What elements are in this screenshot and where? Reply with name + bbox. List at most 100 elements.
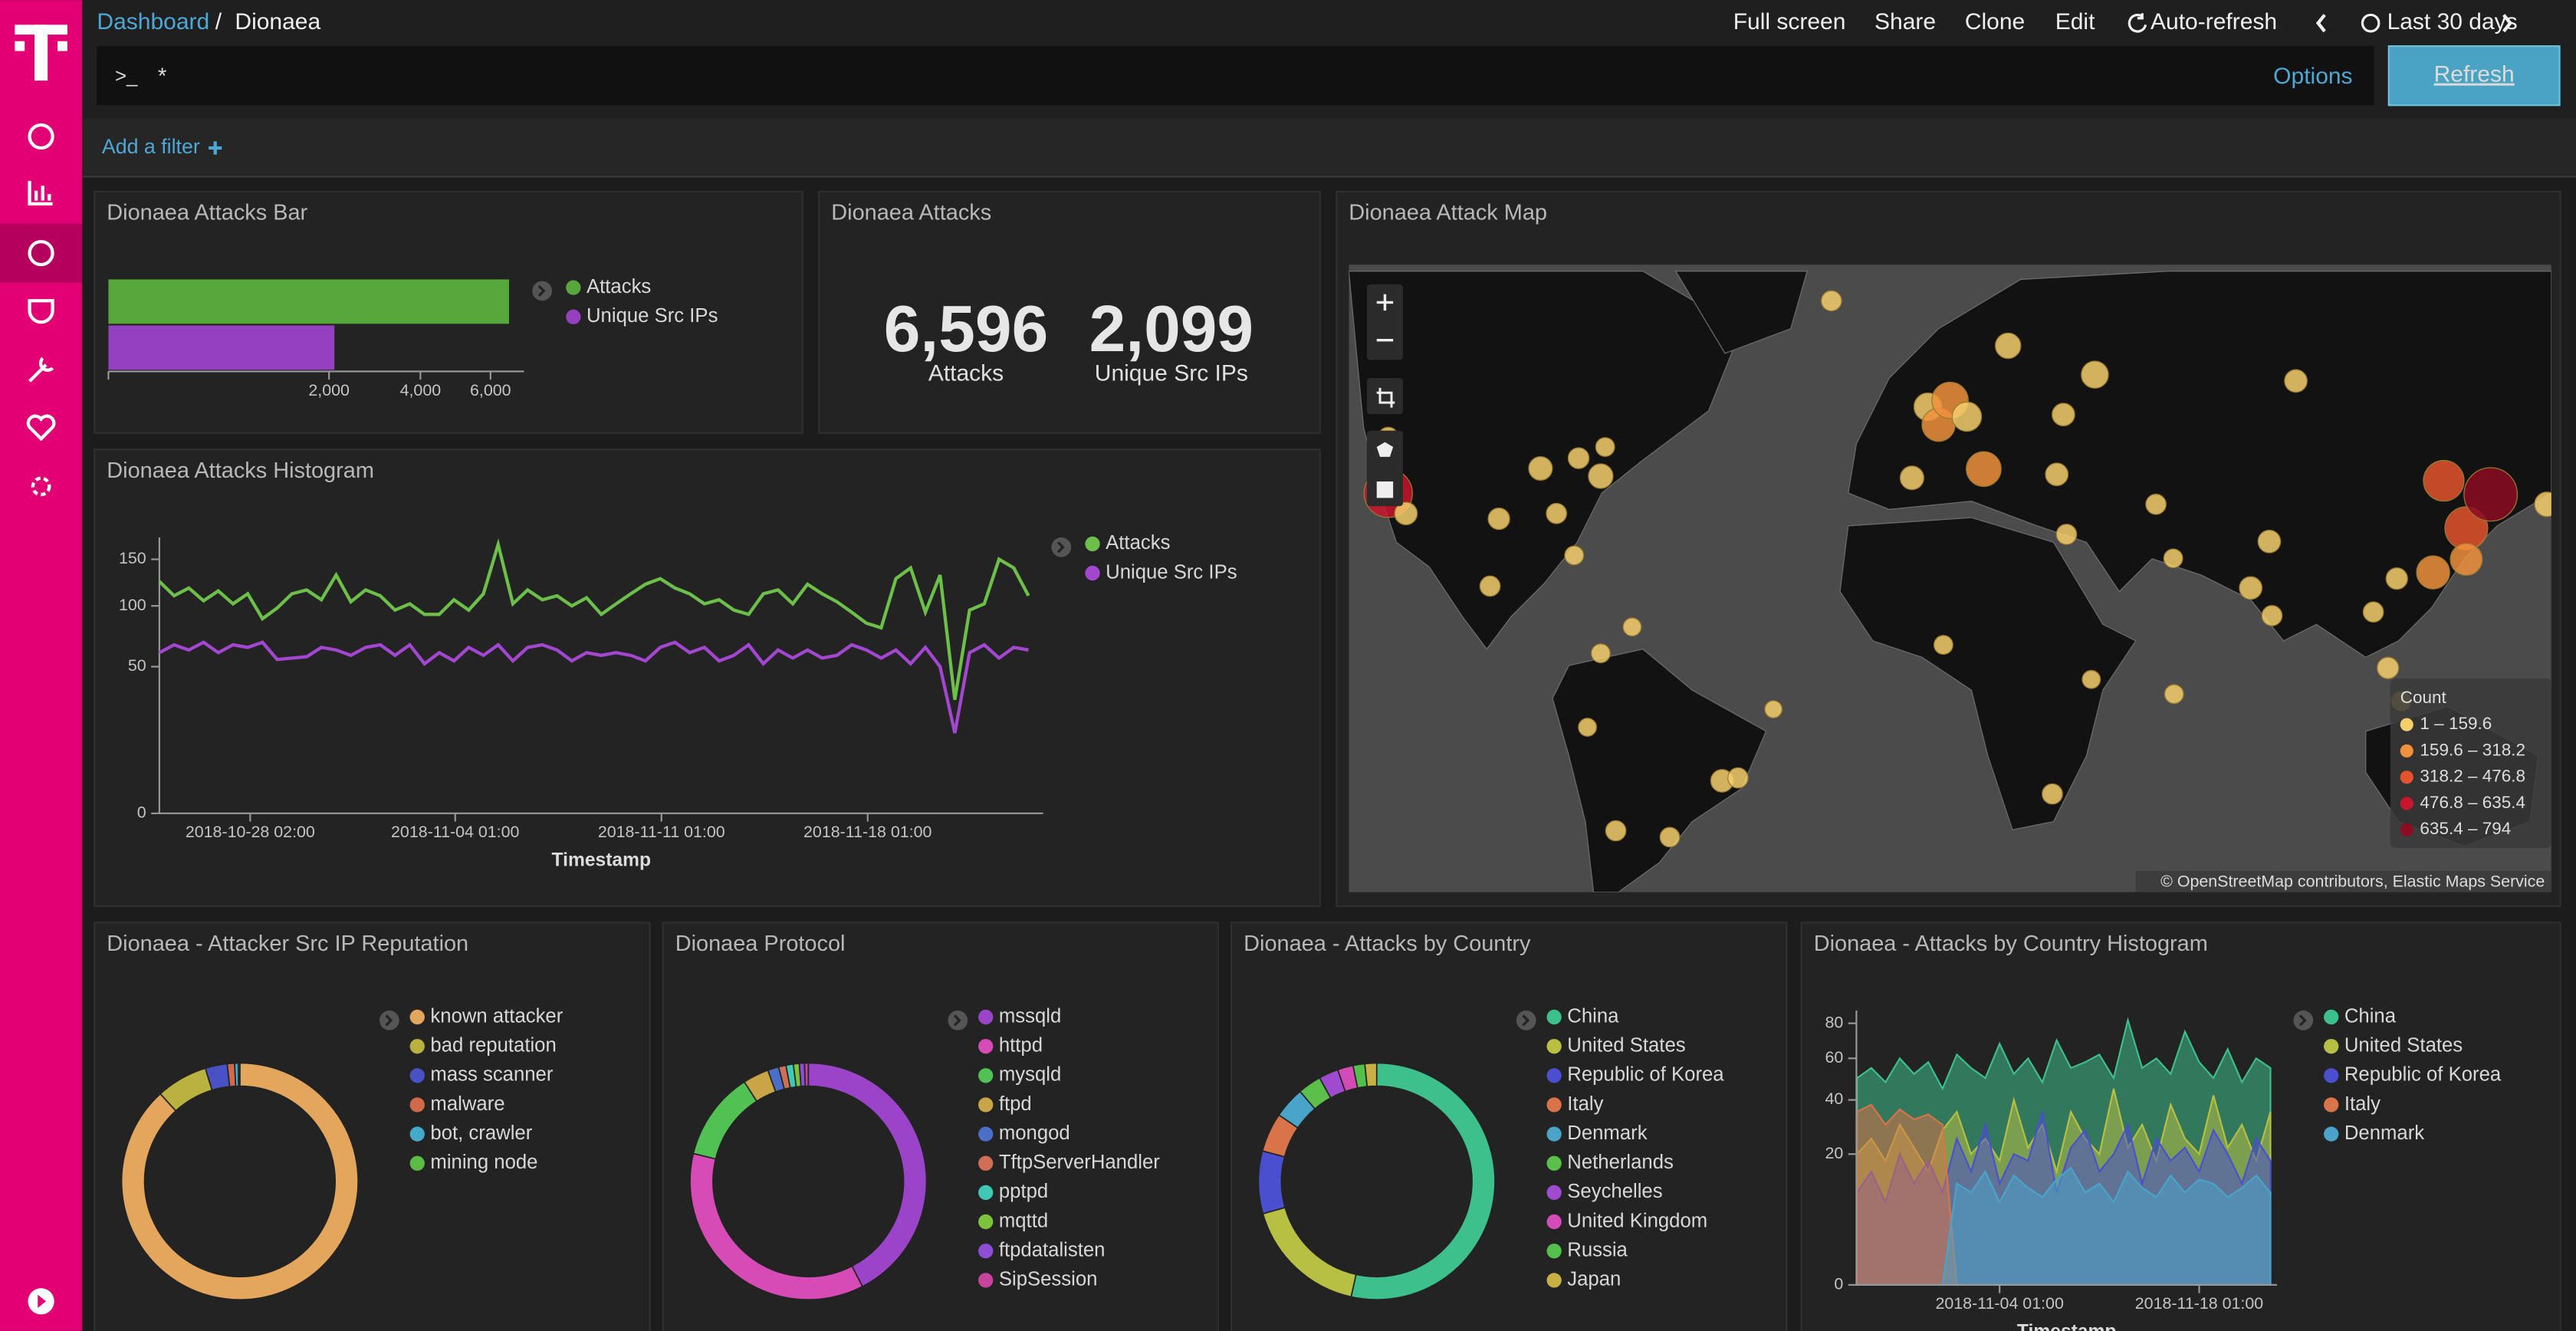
legend-label[interactable]: United States xyxy=(1567,1035,1685,1057)
legend-label[interactable]: Italy xyxy=(2344,1093,2380,1115)
legend-label: 476.8 – 635.4 xyxy=(2420,793,2525,812)
legend-label[interactable]: ftpd xyxy=(999,1093,1032,1115)
map-point xyxy=(2377,656,2400,679)
map-point xyxy=(2045,462,2069,487)
legend-label[interactable]: pptpd xyxy=(999,1181,1048,1202)
next-period[interactable] xyxy=(2502,14,2513,33)
legend-label[interactable]: mysqld xyxy=(999,1064,1061,1086)
x-tick-label: 2,000 xyxy=(308,381,350,399)
legend-label[interactable]: bad reputation xyxy=(430,1035,556,1057)
legend-dot xyxy=(978,1009,994,1025)
legend-label[interactable]: China xyxy=(1567,1005,1619,1027)
legend-label[interactable]: Russia xyxy=(1567,1240,1628,1261)
query-text[interactable]: * xyxy=(158,64,167,89)
legend-label[interactable]: China xyxy=(2344,1005,2397,1027)
draw-tools[interactable] xyxy=(1366,430,1403,507)
panel-title: Dionaea - Attacks by Country Histogram xyxy=(1814,932,2208,956)
map-point xyxy=(1727,767,1749,789)
attribution-bg xyxy=(2135,870,2551,892)
breadcrumb-link[interactable]: Dashboard xyxy=(97,9,209,35)
menu-item[interactable]: Edit xyxy=(2055,9,2095,35)
legend-label[interactable]: SipSession xyxy=(999,1269,1098,1290)
legend-dot xyxy=(2400,771,2413,784)
legend-dot xyxy=(566,280,581,295)
x-tick-label: 2018-11-04 01:00 xyxy=(391,823,520,841)
add-filter[interactable]: Add a filter xyxy=(102,135,200,158)
legend-label[interactable]: Republic of Korea xyxy=(1567,1064,1724,1086)
legend-label[interactable]: bot, crawler xyxy=(430,1122,532,1144)
legend-label[interactable]: Japan xyxy=(1567,1269,1621,1290)
pie-slice xyxy=(1364,1062,1378,1088)
legend-label[interactable]: mass scanner xyxy=(430,1064,553,1086)
nav-discover[interactable] xyxy=(28,123,54,150)
pie-slice xyxy=(1257,1150,1286,1215)
legend-label[interactable]: TftpServerHandler xyxy=(999,1152,1160,1173)
legend-label[interactable]: malware xyxy=(430,1093,504,1115)
legend-label[interactable]: Unique Src IPs xyxy=(586,305,718,327)
legend-label[interactable]: United Kingdom xyxy=(1567,1210,1707,1231)
map-point xyxy=(1479,575,1501,597)
legend-label[interactable]: mssqld xyxy=(999,1005,1061,1027)
map-point xyxy=(1564,545,1585,566)
filter-bar xyxy=(82,118,2576,176)
menu-item[interactable]: Auto-refresh xyxy=(2150,9,2277,35)
menu-item[interactable]: Full screen xyxy=(1733,9,1846,35)
nav-dashboard[interactable] xyxy=(28,239,54,267)
legend-label[interactable]: mongod xyxy=(999,1122,1070,1144)
legend-label[interactable]: mqttd xyxy=(999,1210,1048,1231)
panel-title: Dionaea Attack Map xyxy=(1349,200,1547,225)
legend-label[interactable]: ftpdatalisten xyxy=(999,1240,1106,1261)
legend-label[interactable]: Republic of Korea xyxy=(2344,1064,2502,1086)
nav-monitoring[interactable] xyxy=(26,414,56,442)
add-filter-icon xyxy=(209,141,222,155)
map-point xyxy=(2463,467,2518,522)
map[interactable] xyxy=(1349,265,2576,892)
zoom-control[interactable] xyxy=(1366,284,1403,360)
map-point xyxy=(2362,601,2384,623)
legend-label[interactable]: Seychelles xyxy=(1567,1181,1662,1202)
legend-label[interactable]: known attacker xyxy=(430,1005,563,1027)
map-point xyxy=(1588,463,1614,489)
legend-label: 318.2 – 476.8 xyxy=(2420,767,2525,786)
nav-visualize[interactable] xyxy=(28,180,53,205)
legend-label[interactable]: httpd xyxy=(999,1035,1043,1057)
legend-label[interactable]: Attacks xyxy=(1106,532,1170,554)
nav-timelion[interactable] xyxy=(28,299,54,324)
legend-label[interactable]: Netherlands xyxy=(1567,1152,1674,1173)
legend-label: 1 – 159.6 xyxy=(2420,714,2492,733)
y-tick-label: 60 xyxy=(1825,1048,1843,1066)
nav-devtools[interactable] xyxy=(28,357,54,383)
query-bar[interactable] xyxy=(97,46,2374,106)
map-point xyxy=(1659,827,1681,848)
nav-management[interactable] xyxy=(31,476,51,497)
refresh-label[interactable]: Refresh xyxy=(2434,62,2515,87)
legend-dot xyxy=(1546,1126,1562,1142)
logo[interactable] xyxy=(15,25,67,81)
menu-item[interactable]: Clone xyxy=(1965,9,2025,35)
menu-item[interactable]: Last 30 days xyxy=(2387,9,2518,35)
legend-dot xyxy=(978,1068,994,1083)
legend-dot xyxy=(1546,1244,1562,1259)
nav-selected xyxy=(0,223,83,283)
legend-label[interactable]: Attacks xyxy=(586,276,651,297)
prev-period[interactable] xyxy=(2315,14,2326,33)
legend-label[interactable]: mining node xyxy=(430,1152,537,1173)
refresh-button[interactable] xyxy=(2387,45,2561,107)
legend-label[interactable]: United States xyxy=(2344,1035,2463,1057)
refresh-icon xyxy=(2128,13,2147,33)
y-tick-label: 40 xyxy=(1825,1089,1843,1108)
map-point xyxy=(1994,332,2022,360)
map-point xyxy=(2055,524,2078,545)
bar xyxy=(108,325,335,370)
legend-label[interactable]: Denmark xyxy=(2344,1122,2424,1144)
legend-label[interactable]: Italy xyxy=(1567,1093,1603,1115)
legend-dot xyxy=(978,1273,994,1288)
options-button[interactable]: Options xyxy=(2273,64,2352,89)
legend-label: 159.6 – 318.2 xyxy=(2420,740,2525,759)
menu-item[interactable]: Share xyxy=(1875,9,1936,35)
legend-label[interactable]: Unique Src IPs xyxy=(1106,561,1237,583)
map-point xyxy=(2534,491,2551,518)
legend-label[interactable]: Denmark xyxy=(1567,1122,1647,1144)
legend-dot xyxy=(978,1155,994,1171)
fit-bounds[interactable] xyxy=(1366,378,1403,415)
